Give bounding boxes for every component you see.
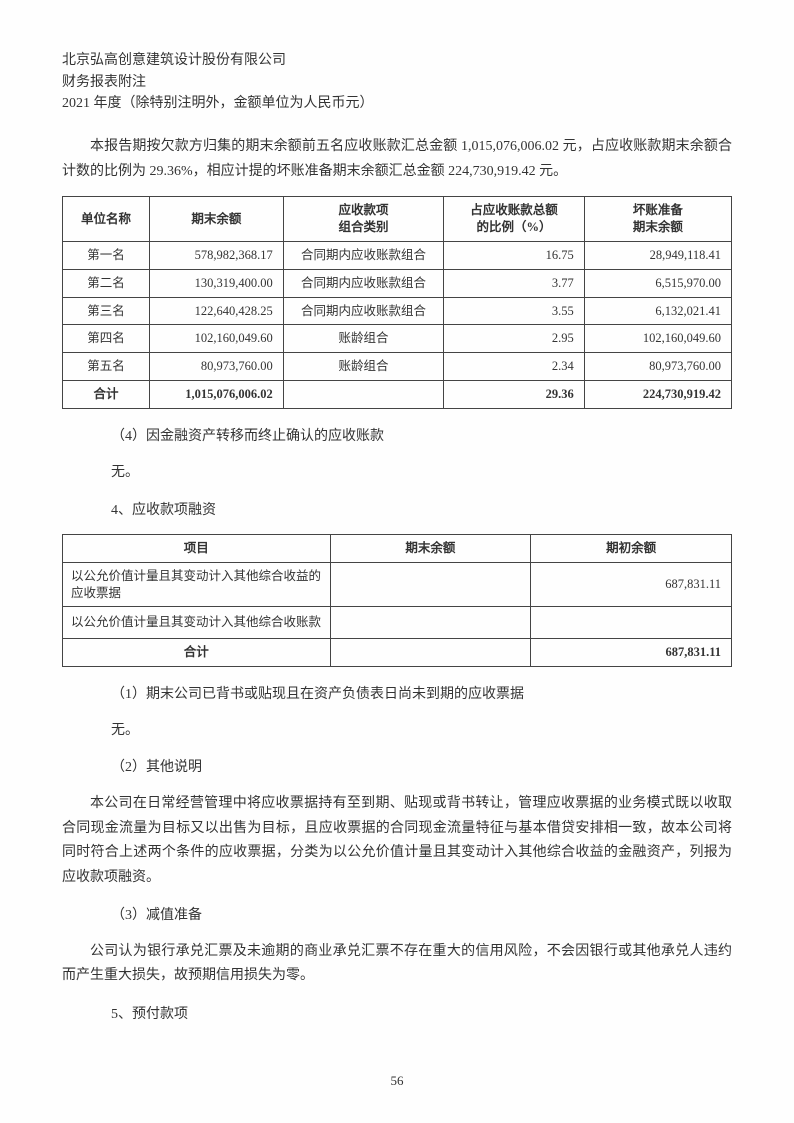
col-ending: 期末余额 bbox=[330, 535, 531, 563]
col-percentage: 占应收账款总额的比例（%） bbox=[444, 197, 584, 242]
table-row: 以公允价值计量且其变动计入其他综合收账款 bbox=[63, 606, 732, 638]
cell: 第五名 bbox=[63, 353, 150, 381]
top5-receivables-table: 单位名称 期末余额 应收款项组合类别 占应收账款总额的比例（%） 坏账准备期末余… bbox=[62, 196, 732, 409]
cell: 第一名 bbox=[63, 241, 150, 269]
section-t2-1: （1）期末公司已背书或贴现且在资产负债表日尚未到期的应收票据 bbox=[111, 683, 732, 707]
cell: 6,132,021.41 bbox=[584, 297, 731, 325]
cell: 130,319,400.00 bbox=[149, 269, 283, 297]
report-type: 财务报表附注 bbox=[62, 72, 732, 94]
cell: 账龄组合 bbox=[283, 353, 444, 381]
explain-paragraph: 本公司在日常经营管理中将应收票据持有至到期、贴现或背书转让，管理应收票据的业务模… bbox=[62, 792, 732, 890]
col-item: 项目 bbox=[63, 535, 331, 563]
cell: 6,515,970.00 bbox=[584, 269, 731, 297]
col-ending-balance: 期末余额 bbox=[149, 197, 283, 242]
document-header: 北京弘高创意建筑设计股份有限公司 财务报表附注 2021 年度（除特别注明外，金… bbox=[62, 50, 732, 115]
col-bad-debt: 坏账准备期末余额 bbox=[584, 197, 731, 242]
cell: 1,015,076,006.02 bbox=[149, 381, 283, 409]
table-row: 第二名130,319,400.00合同期内应收账款组合3.776,515,970… bbox=[63, 269, 732, 297]
cell: 3.77 bbox=[444, 269, 584, 297]
section-4-title: （4）因金融资产转移而终止确认的应收账款 bbox=[111, 425, 732, 449]
company-name: 北京弘高创意建筑设计股份有限公司 bbox=[62, 50, 732, 72]
cell: 102,160,049.60 bbox=[149, 325, 283, 353]
table-total-row: 合计1,015,076,006.02 29.36224,730,919.42 bbox=[63, 381, 732, 409]
cell: 合同期内应收账款组合 bbox=[283, 269, 444, 297]
cell: 80,973,760.00 bbox=[149, 353, 283, 381]
cell bbox=[283, 381, 444, 409]
receivables-financing-table: 项目 期末余额 期初余额 以公允价值计量且其变动计入其他综合收益的应收票据 687… bbox=[62, 534, 732, 666]
section-num-5: 5、预付款项 bbox=[111, 1003, 732, 1027]
table-row: 第四名102,160,049.60账龄组合2.95102,160,049.60 bbox=[63, 325, 732, 353]
cell: 以公允价值计量且其变动计入其他综合收账款 bbox=[63, 606, 331, 638]
cell: 29.36 bbox=[444, 381, 584, 409]
section-t2-2: （2）其他说明 bbox=[111, 756, 732, 780]
table-row: 第三名122,640,428.25合同期内应收账款组合3.556,132,021… bbox=[63, 297, 732, 325]
cell: 102,160,049.60 bbox=[584, 325, 731, 353]
section-t2-3: （3）减值准备 bbox=[111, 904, 732, 928]
cell bbox=[330, 638, 531, 666]
col-unit-name: 单位名称 bbox=[63, 197, 150, 242]
cell: 578,982,368.17 bbox=[149, 241, 283, 269]
cell bbox=[531, 606, 732, 638]
impairment-paragraph: 公司认为银行承兑汇票及未逾期的商业承兑汇票不存在重大的信用风险，不会因银行或其他… bbox=[62, 940, 732, 989]
cell: 28,949,118.41 bbox=[584, 241, 731, 269]
none-text-1: 无。 bbox=[111, 461, 732, 485]
cell: 687,831.11 bbox=[531, 563, 732, 607]
col-opening: 期初余额 bbox=[531, 535, 732, 563]
none-text-2: 无。 bbox=[111, 719, 732, 743]
page-number: 56 bbox=[0, 1073, 794, 1089]
cell: 224,730,919.42 bbox=[584, 381, 731, 409]
table-row: 第五名80,973,760.00账龄组合2.3480,973,760.00 bbox=[63, 353, 732, 381]
table-row: 以公允价值计量且其变动计入其他综合收益的应收票据 687,831.11 bbox=[63, 563, 732, 607]
cell: 3.55 bbox=[444, 297, 584, 325]
section-num-4: 4、应收款项融资 bbox=[111, 499, 732, 523]
cell: 687,831.11 bbox=[531, 638, 732, 666]
cell: 第三名 bbox=[63, 297, 150, 325]
col-category: 应收款项组合类别 bbox=[283, 197, 444, 242]
cell: 第二名 bbox=[63, 269, 150, 297]
cell: 合计 bbox=[63, 638, 331, 666]
cell: 122,640,428.25 bbox=[149, 297, 283, 325]
table-header-row: 项目 期末余额 期初余额 bbox=[63, 535, 732, 563]
cell: 2.95 bbox=[444, 325, 584, 353]
table-total-row: 合计 687,831.11 bbox=[63, 638, 732, 666]
report-year: 2021 年度（除特别注明外，金额单位为人民币元） bbox=[62, 93, 732, 115]
cell: 以公允价值计量且其变动计入其他综合收益的应收票据 bbox=[63, 563, 331, 607]
table-row: 第一名578,982,368.17合同期内应收账款组合16.7528,949,1… bbox=[63, 241, 732, 269]
cell: 合同期内应收账款组合 bbox=[283, 297, 444, 325]
cell: 第四名 bbox=[63, 325, 150, 353]
intro-paragraph: 本报告期按欠款方归集的期末余额前五名应收账款汇总金额 1,015,076,006… bbox=[62, 135, 732, 184]
cell: 账龄组合 bbox=[283, 325, 444, 353]
cell: 80,973,760.00 bbox=[584, 353, 731, 381]
cell: 合同期内应收账款组合 bbox=[283, 241, 444, 269]
cell: 16.75 bbox=[444, 241, 584, 269]
cell bbox=[330, 563, 531, 607]
cell: 合计 bbox=[63, 381, 150, 409]
table-header-row: 单位名称 期末余额 应收款项组合类别 占应收账款总额的比例（%） 坏账准备期末余… bbox=[63, 197, 732, 242]
cell bbox=[330, 606, 531, 638]
cell: 2.34 bbox=[444, 353, 584, 381]
